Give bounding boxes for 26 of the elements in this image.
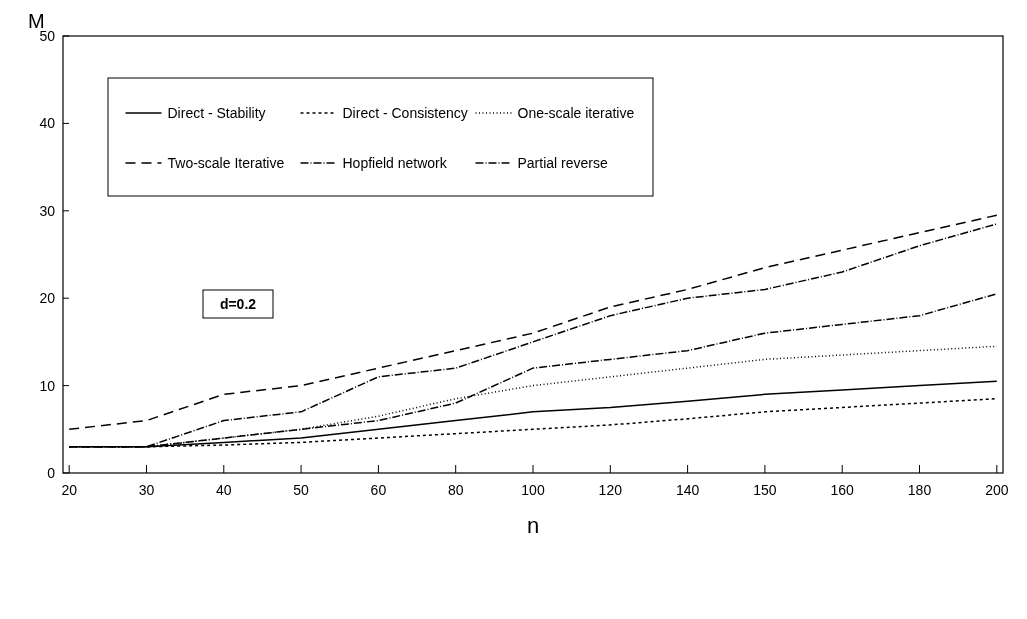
x-tick-label: 60 xyxy=(370,482,387,498)
x-tick-label: 80 xyxy=(447,482,464,498)
legend-label: Direct - Stability xyxy=(167,105,266,121)
x-tick-label: 20 xyxy=(61,482,78,498)
y-tick-label: 10 xyxy=(39,377,56,394)
y-tick-label: 20 xyxy=(39,290,56,307)
x-tick-label: 180 xyxy=(907,482,932,498)
x-tick-label: 200 xyxy=(985,482,1009,498)
legend-label: One-scale iterative xyxy=(517,105,635,121)
x-tick-label: 40 xyxy=(216,482,232,498)
legend-label: Partial reverse xyxy=(517,155,608,171)
legend-label: Two-scale Iterative xyxy=(167,155,285,171)
y-tick-label: 0 xyxy=(47,464,56,481)
legend-label: Hopfield network xyxy=(342,155,448,171)
x-tick-label: 50 xyxy=(293,482,310,498)
x-tick-label: 140 xyxy=(675,482,700,498)
y-tick-label: 30 xyxy=(39,202,56,219)
x-tick-label: 160 xyxy=(830,482,855,498)
y-tick-label: 40 xyxy=(39,115,56,132)
x-tick-label: 100 xyxy=(521,482,545,498)
x-tick-label: 30 xyxy=(138,482,155,498)
x-tick-label: 150 xyxy=(753,482,777,498)
legend-label: Direct - Consistency xyxy=(342,105,468,121)
x-tick-label: 120 xyxy=(598,482,623,498)
x-axis-title: n xyxy=(526,513,540,538)
annotation: d=0.2 xyxy=(219,296,257,312)
